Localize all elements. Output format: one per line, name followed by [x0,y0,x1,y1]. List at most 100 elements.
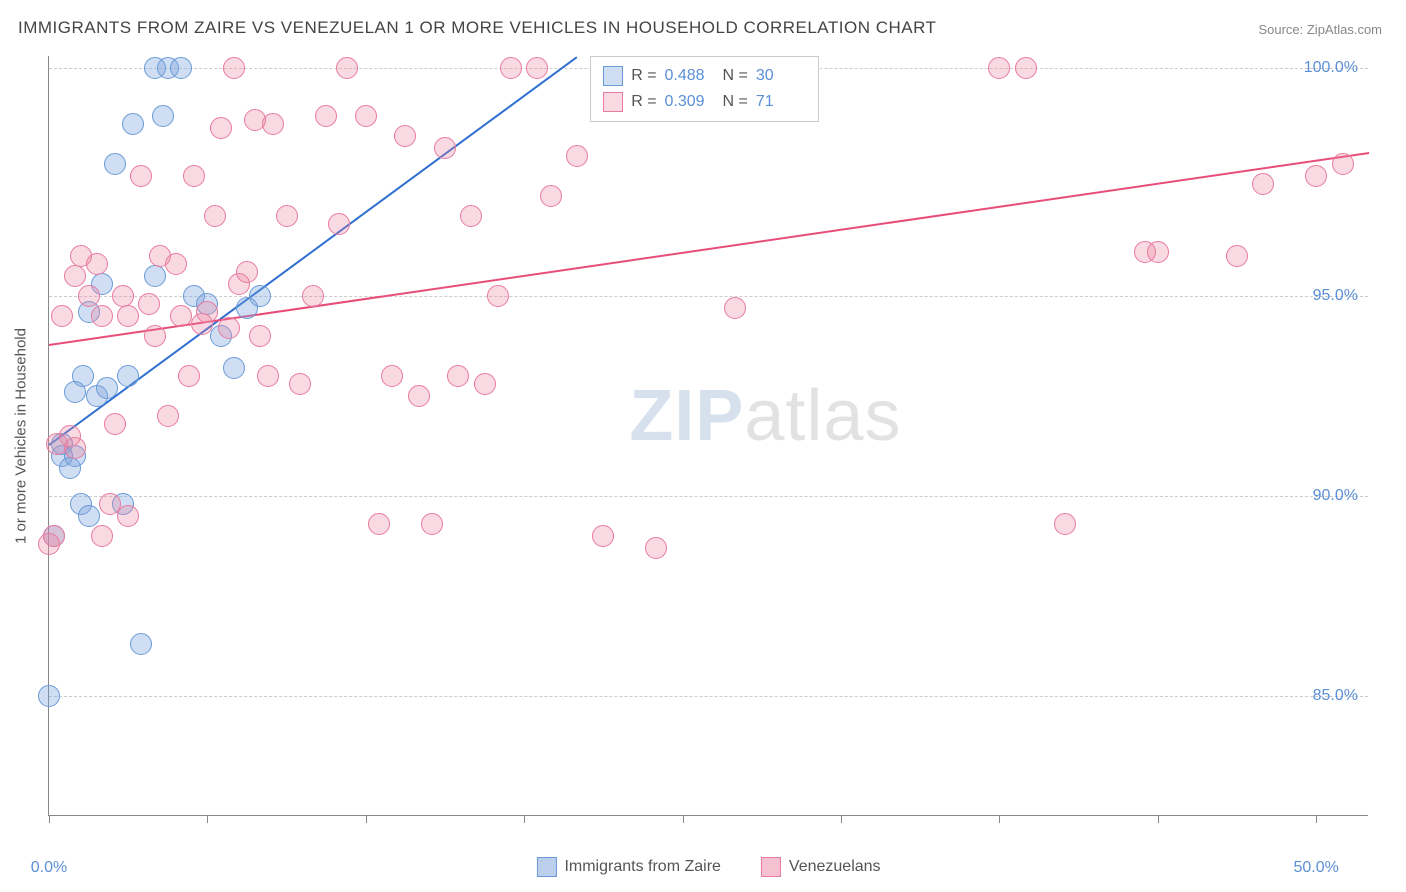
data-point [38,685,60,707]
y-axis-title: 1 or more Vehicles in Household [13,328,30,544]
data-point [460,205,482,227]
y-tick-label: 100.0% [1304,59,1358,77]
data-point [355,105,377,127]
stats-n-value: 71 [756,89,806,115]
data-point [196,301,218,323]
x-tick [366,815,367,823]
data-point [724,297,746,319]
x-tick-label: 0.0% [31,859,67,877]
data-point [51,305,73,327]
stats-row: R = 0.309 N = 71 [603,89,806,115]
data-point [262,113,284,135]
x-tick [1158,815,1159,823]
x-tick [841,815,842,823]
data-point [165,253,187,275]
data-point [526,57,548,79]
stats-r-label: R = [631,89,656,115]
data-point [302,285,324,307]
x-tick [207,815,208,823]
data-point [91,305,113,327]
stats-r-label: R = [631,63,656,89]
y-tick-label: 85.0% [1313,687,1358,705]
data-point [117,365,139,387]
data-point [204,205,226,227]
data-point [1054,513,1076,535]
data-point [592,525,614,547]
data-point [487,285,509,307]
data-point [421,513,443,535]
data-point [210,117,232,139]
data-point [276,205,298,227]
data-point [336,57,358,79]
stats-swatch [603,92,623,112]
stats-n-label: N = [723,63,748,89]
data-point [130,165,152,187]
data-point [152,105,174,127]
x-tick [49,815,50,823]
data-point [218,317,240,339]
data-point [104,153,126,175]
x-tick-label: 50.0% [1294,859,1339,877]
data-point [988,57,1010,79]
y-tick-label: 90.0% [1313,487,1358,505]
legend-item: Immigrants from Zaire [536,857,720,877]
data-point [112,285,134,307]
data-point [86,253,108,275]
stats-r-value: 0.488 [665,63,715,89]
stats-n-label: N = [723,89,748,115]
data-point [368,513,390,535]
data-point [117,305,139,327]
legend-item: Venezuelans [761,857,881,877]
data-point [183,165,205,187]
data-point [236,261,258,283]
data-point [96,377,118,399]
data-point [328,213,350,235]
data-point [64,265,86,287]
data-point [72,365,94,387]
data-point [1252,173,1274,195]
data-point [104,413,126,435]
chart-title: IMMIGRANTS FROM ZAIRE VS VENEZUELAN 1 OR… [18,18,936,38]
legend-swatch [536,857,556,877]
data-point [257,365,279,387]
x-tick [683,815,684,823]
data-point [117,505,139,527]
data-point [138,293,160,315]
watermark-light: atlas [744,376,901,456]
data-point [170,57,192,79]
data-point [566,145,588,167]
legend-label: Venezuelans [789,858,881,876]
x-tick [999,815,1000,823]
legend: Immigrants from Zaire Venezuelans [536,857,880,877]
stats-swatch [603,66,623,86]
gridline [49,496,1368,497]
stats-box: R =0.488N =30R =0.309N =71 [590,56,819,122]
data-point [157,405,179,427]
data-point [64,437,86,459]
data-point [91,525,113,547]
data-point [1305,165,1327,187]
data-point [144,265,166,287]
data-point [434,137,456,159]
data-point [178,365,200,387]
data-point [645,537,667,559]
data-point [78,505,100,527]
stats-row: R =0.488N =30 [603,63,806,89]
data-point [289,373,311,395]
data-point [408,385,430,407]
stats-r-value: 0.309 [665,89,715,115]
data-point [223,57,245,79]
data-point [1147,241,1169,263]
chart-plot-area: 1 or more Vehicles in Household ZIPatlas… [48,56,1368,816]
watermark: ZIPatlas [629,375,901,457]
legend-swatch [761,857,781,877]
data-point [249,285,271,307]
data-point [381,365,403,387]
data-point [249,325,271,347]
source-attribution: Source: ZipAtlas.com [1258,22,1382,37]
data-point [1015,57,1037,79]
data-point [315,105,337,127]
data-point [500,57,522,79]
data-point [78,285,100,307]
data-point [1226,245,1248,267]
